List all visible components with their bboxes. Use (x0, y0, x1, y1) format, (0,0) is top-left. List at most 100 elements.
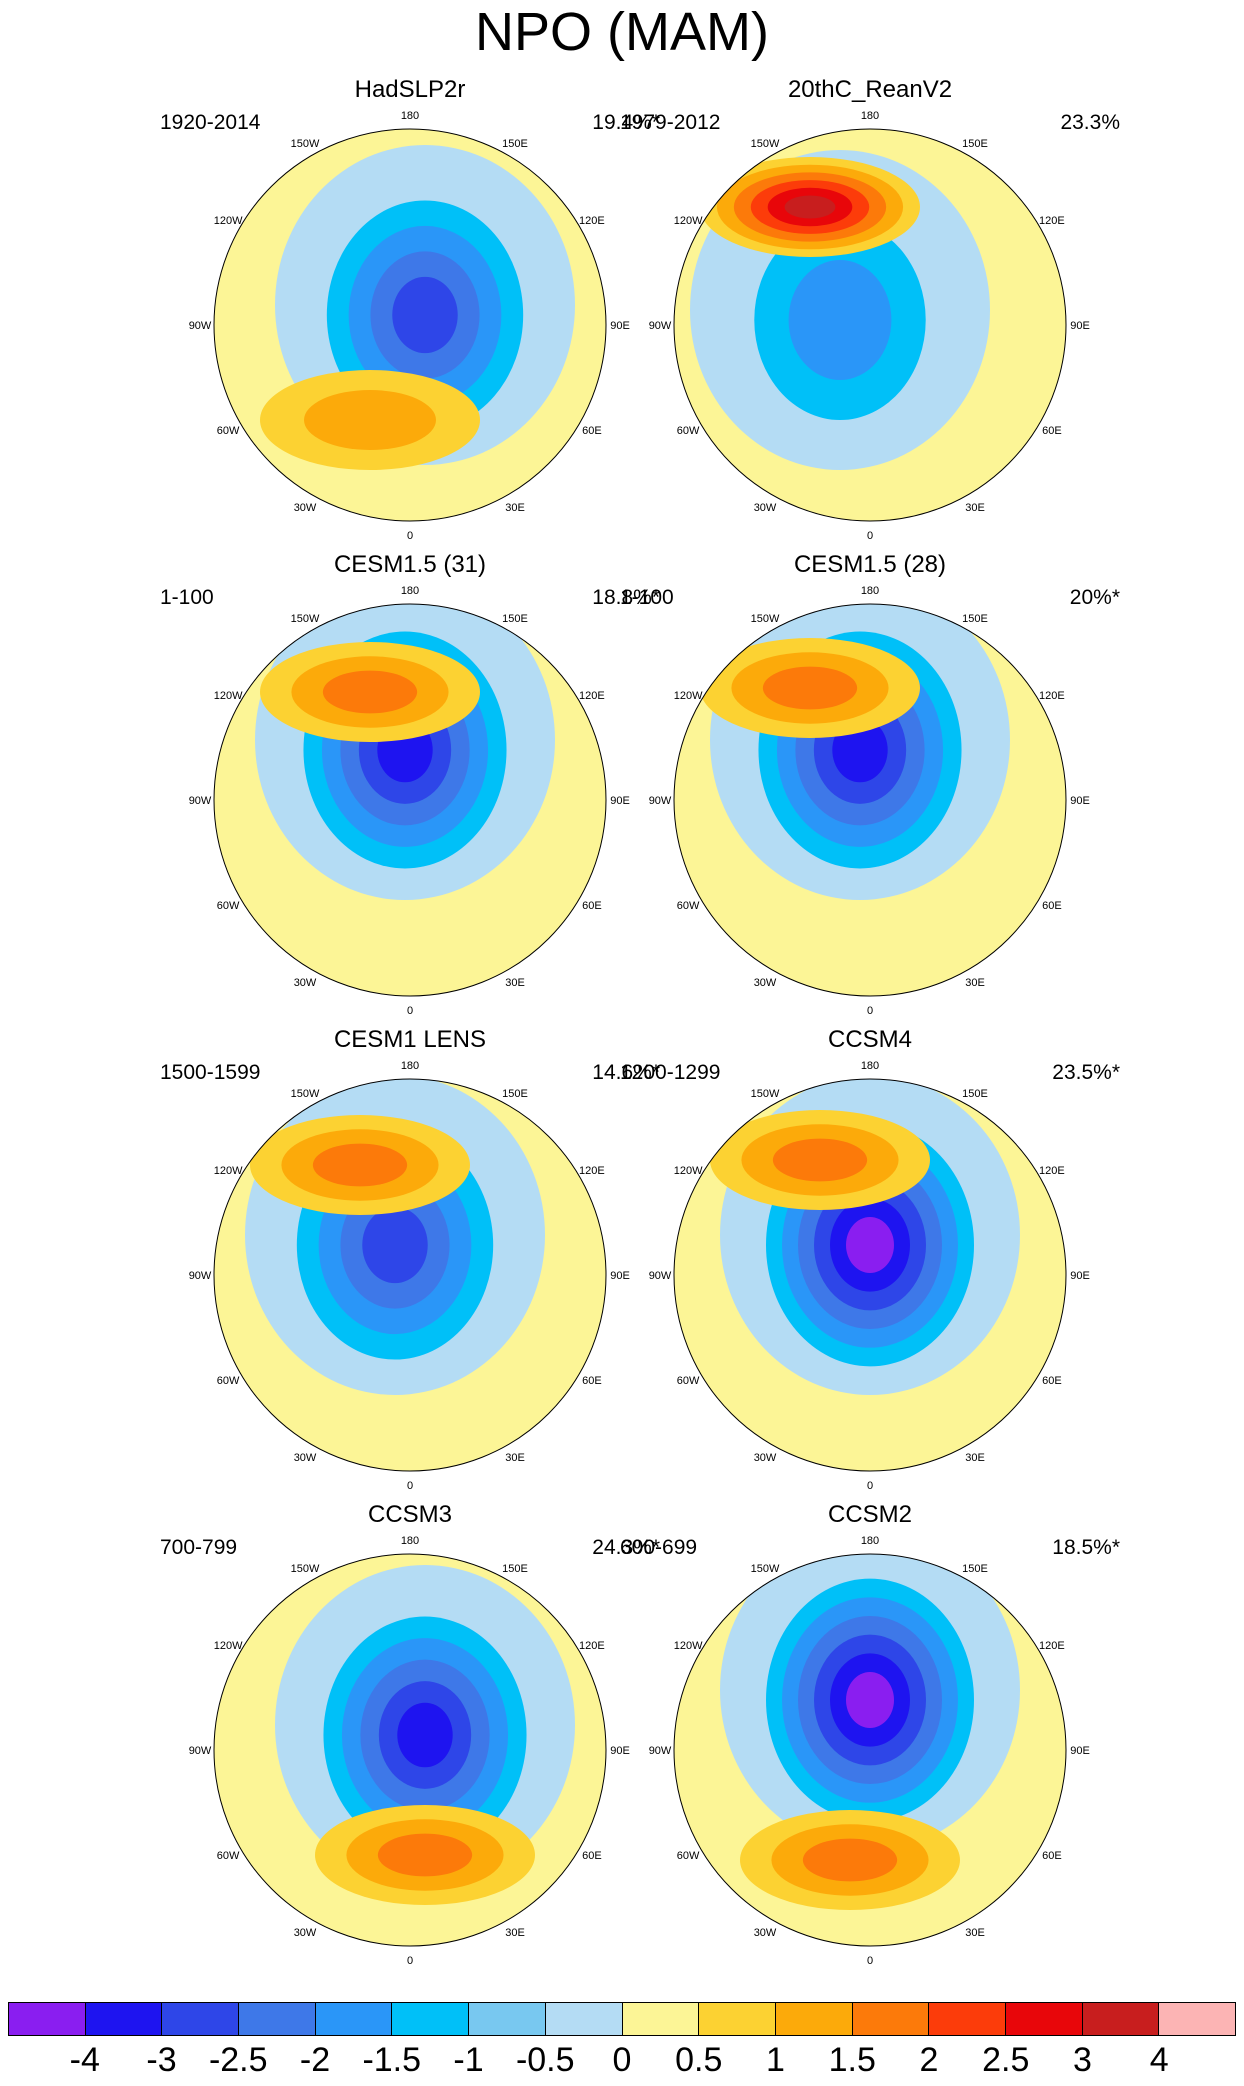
colorbar-swatch (775, 2003, 853, 2035)
longitude-label: 90W (189, 795, 212, 807)
map-panel: CESM1 LENS 1500-1599 14.6%* 180 150E 120E 90E 6… (160, 1025, 660, 1500)
longitude-label: 30W (294, 502, 317, 514)
map-panel: HadSLP2r 1920-2014 19.4%* 180 150E 120E 90E 60E… (160, 75, 660, 550)
longitude-label: 0 (407, 1480, 413, 1492)
positive-contour (802, 1838, 898, 1882)
longitude-label: 30E (965, 977, 985, 989)
colorbar-swatch (239, 2003, 316, 2035)
map-panel: 20thC_ReanV2 1979-2012 23.3% 180 150E 120E 90E… (620, 75, 1120, 550)
panel-period: 1-100 (160, 586, 214, 609)
longitude-label: 30E (965, 1927, 985, 1939)
longitude-label: 60W (677, 1850, 700, 1862)
colorbar-swatch (9, 2003, 86, 2035)
longitude-label: 150E (502, 1088, 528, 1100)
longitude-label: 30E (505, 977, 525, 989)
longitude-label: 150W (291, 138, 320, 150)
panel-period: 1500-1599 (160, 1061, 261, 1084)
negative-contour (788, 260, 892, 380)
panel-title: CESM1.5 (31) (333, 551, 487, 578)
panel-variance-explained: 18.5%* (1052, 1536, 1120, 1559)
colorbar-swatch (622, 2003, 700, 2035)
colorbar-tick-label: 1 (766, 2041, 785, 2079)
panel-period: 600-699 (620, 1536, 698, 1559)
longitude-label: 120W (674, 690, 703, 702)
negative-contour (392, 276, 458, 354)
positive-contour (762, 666, 858, 710)
longitude-label: 90W (189, 320, 212, 332)
longitude-label: 0 (407, 1005, 413, 1017)
longitude-label: 150E (962, 138, 988, 150)
longitude-label: 30W (294, 1927, 317, 1939)
map-boundary (213, 1078, 607, 1472)
longitude-label: 30E (505, 1927, 525, 1939)
positive-contour (784, 195, 836, 219)
longitude-label: 60W (677, 900, 700, 912)
polar-map: 180 150E 120E 90E 60E 30E 0 30W 60W 90W 120W 150W (189, 1060, 630, 1492)
longitude-label: 150W (291, 1563, 320, 1575)
colorbar-tick-label: -0.5 (515, 2041, 575, 2079)
longitude-label: 90E (610, 1745, 630, 1757)
anomaly-field (674, 604, 1066, 996)
polar-map: 180 150E 120E 90E 60E 30E 0 30W 60W 90W 120W 150W (189, 1535, 630, 1967)
colorbar-swatch (315, 2003, 393, 2035)
negative-contour (397, 1702, 453, 1768)
map-panel: CCSM3 700-799 24.3%* 180 150E 120E 90E 60E 30E 0 3… (160, 1500, 660, 1975)
negative-contour (362, 1206, 428, 1284)
panel-period: 1979-2012 (620, 111, 721, 134)
longitude-label: 0 (867, 1005, 873, 1017)
panel-variance-explained: 14.6%* (592, 1061, 660, 1084)
panel-title: CESM1 LENS (333, 1026, 487, 1053)
anomaly-field (674, 129, 1066, 521)
colorbar-swatch (1005, 2003, 1083, 2035)
colorbar-tick-label: -4 (69, 2041, 100, 2079)
longitude-label: 120W (214, 690, 243, 702)
colorbar-labels: -4 -3 -2.5 -2 -1.5 -1 -0.5 0 0.5 1 1.5 2 2.5 3 4 (8, 2040, 1236, 2080)
map-boundary (673, 1078, 1067, 1472)
longitude-label: 150W (751, 1563, 780, 1575)
positive-contour (312, 1143, 408, 1187)
longitude-label: 30E (965, 1452, 985, 1464)
longitude-label: 180 (861, 585, 879, 597)
negative-contour (846, 1672, 894, 1728)
colorbar-swatch (85, 2003, 163, 2035)
longitude-label: 90W (189, 1745, 212, 1757)
longitude-label: 120W (674, 1640, 703, 1652)
panel-period: 1200-1299 (620, 1061, 721, 1084)
map-boundary (673, 1553, 1067, 1947)
colorbar-tick-label: 2.5 (982, 2041, 1030, 2079)
colorbar-tick-label: -3 (146, 2041, 177, 2079)
longitude-label: 60E (582, 1375, 602, 1387)
anomaly-field (674, 1554, 1066, 1946)
longitude-label: 150E (962, 613, 988, 625)
panel-title: CCSM3 (367, 1501, 452, 1528)
colorbar-tick-label: -2 (299, 2041, 331, 2079)
longitude-label: 120E (1039, 1165, 1065, 1177)
longitude-label: 150E (502, 138, 528, 150)
panel-period: 1-100 (620, 586, 674, 609)
colorbar-swatch (1082, 2003, 1160, 2035)
colorbar-tick-label: 0.5 (675, 2041, 723, 2079)
panel-title: 20thC_ReanV2 (787, 76, 953, 103)
longitude-label: 90W (189, 1270, 212, 1282)
longitude-label: 120W (214, 1165, 243, 1177)
positive-contour (304, 390, 436, 450)
longitude-label: 30E (505, 502, 525, 514)
polar-map: 180 150E 120E 90E 60E 30E 0 30W 60W 90W 120W 150W (649, 1060, 1090, 1492)
anomaly-field (214, 129, 606, 521)
map-panel: CCSM4 1200-1299 23.5%* 180 150E 120E 90E 60E 30E… (620, 1025, 1120, 1500)
panel-variance-explained: 23.5%* (1052, 1061, 1120, 1084)
longitude-label: 90E (1070, 1270, 1090, 1282)
positive-contour (377, 1833, 473, 1877)
colorbar-swatch (929, 2003, 1006, 2035)
longitude-label: 60W (217, 1850, 240, 1862)
longitude-label: 180 (401, 585, 419, 597)
longitude-label: 30E (505, 1452, 525, 1464)
panel-title: HadSLP2r (354, 76, 466, 103)
longitude-label: 150W (751, 1088, 780, 1100)
longitude-label: 90E (610, 795, 630, 807)
longitude-label: 120W (214, 215, 243, 227)
map-boundary (673, 603, 1067, 997)
longitude-label: 60W (217, 1375, 240, 1387)
longitude-label: 150E (502, 1563, 528, 1575)
longitude-label: 0 (867, 1955, 873, 1967)
